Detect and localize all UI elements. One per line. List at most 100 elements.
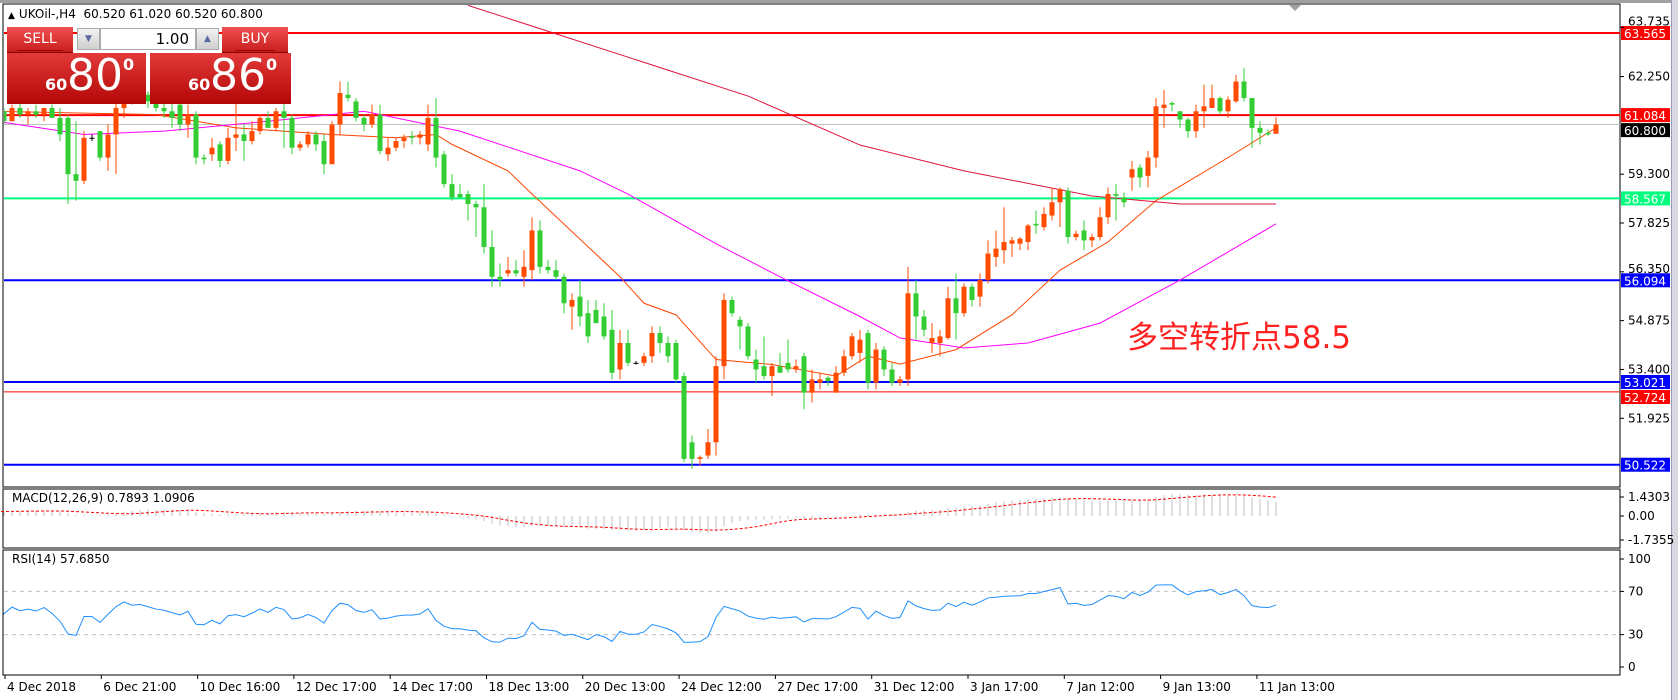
lot-decrease-arrow-icon[interactable]: ▼ bbox=[77, 28, 100, 50]
candle bbox=[201, 154, 207, 165]
x-tick-label: 11 Jan 13:00 bbox=[1259, 680, 1335, 694]
candle bbox=[145, 91, 151, 108]
chart-shift-marker-icon[interactable] bbox=[1289, 5, 1301, 11]
candle bbox=[1089, 233, 1095, 247]
candle bbox=[161, 101, 167, 118]
rsi-tick-label: 0 bbox=[1628, 660, 1636, 674]
candle-body bbox=[1161, 104, 1167, 108]
candle-body bbox=[153, 101, 159, 108]
candle-body bbox=[1233, 81, 1239, 102]
level-price-tag bbox=[1621, 26, 1670, 40]
candle-body bbox=[545, 266, 551, 271]
buy-label: BUY bbox=[234, 28, 276, 51]
candle-body bbox=[529, 230, 535, 271]
buy-price-main: 86 bbox=[210, 50, 266, 101]
level-price-label: 56.094 bbox=[1624, 274, 1666, 288]
candle bbox=[289, 114, 295, 155]
candle-body bbox=[553, 270, 559, 277]
candle-body bbox=[353, 101, 359, 118]
buy-price-button[interactable]: 60 86 0 bbox=[150, 50, 291, 104]
candle bbox=[473, 200, 479, 238]
candle bbox=[849, 333, 855, 360]
macd-label: MACD(12,26,9) 0.7893 1.0906 bbox=[12, 491, 195, 505]
candle bbox=[881, 346, 887, 377]
candle-body bbox=[1001, 242, 1007, 251]
candle bbox=[257, 114, 263, 135]
candle-body bbox=[625, 342, 631, 363]
candle bbox=[417, 131, 423, 145]
candle bbox=[601, 303, 607, 340]
lot-size-input[interactable]: 1.00 bbox=[100, 28, 196, 50]
candle-body bbox=[1137, 167, 1143, 178]
sell-price-button[interactable]: 60 80 0 bbox=[7, 50, 146, 104]
candle bbox=[569, 293, 575, 330]
y-tick-label: 63.735 bbox=[1628, 14, 1670, 28]
candle bbox=[913, 280, 919, 340]
candle-body bbox=[209, 147, 215, 155]
x-tick-label: 10 Dec 16:00 bbox=[200, 680, 281, 694]
candle-body bbox=[217, 144, 223, 161]
candle-body bbox=[713, 366, 719, 443]
candle bbox=[1169, 101, 1175, 112]
candle-body bbox=[769, 366, 775, 377]
chart-header: ▲ UKOil-,H4 60.520 61.020 60.520 60.800 bbox=[8, 7, 263, 21]
candle-body bbox=[321, 141, 327, 165]
candle bbox=[649, 326, 655, 363]
candle-body bbox=[1241, 81, 1247, 99]
candle-body bbox=[785, 362, 791, 370]
window-right-edge bbox=[1671, 0, 1678, 700]
candle bbox=[25, 107, 31, 125]
x-tick-label: 3 Jan 17:00 bbox=[970, 680, 1038, 694]
candle-body bbox=[329, 124, 335, 165]
candle-body bbox=[793, 366, 799, 370]
candle bbox=[33, 104, 39, 118]
candle bbox=[361, 114, 367, 132]
candle bbox=[905, 266, 911, 387]
rsi-tick-label: 30 bbox=[1628, 628, 1643, 642]
candle bbox=[977, 273, 983, 307]
lot-increase-arrow-icon[interactable]: ▲ bbox=[196, 28, 219, 50]
candle bbox=[673, 339, 679, 383]
candle-body bbox=[177, 104, 183, 125]
main-panel-frame bbox=[2, 3, 1621, 488]
candle bbox=[873, 342, 879, 390]
candle-body bbox=[73, 174, 79, 181]
candle-body bbox=[593, 309, 599, 324]
candle bbox=[929, 323, 935, 353]
candle-body bbox=[1097, 217, 1103, 238]
candle-body bbox=[809, 379, 815, 393]
candle-body bbox=[233, 134, 239, 138]
candle bbox=[985, 240, 991, 284]
candle bbox=[369, 104, 375, 128]
candle bbox=[4, 107, 7, 125]
candle-body bbox=[313, 134, 319, 145]
candle bbox=[1081, 220, 1087, 251]
candle-body bbox=[4, 111, 7, 122]
candle-body bbox=[193, 114, 199, 158]
candle bbox=[801, 352, 807, 410]
candle bbox=[609, 309, 615, 380]
candle-body bbox=[1217, 98, 1223, 112]
candle-body bbox=[929, 338, 935, 343]
chart-annotation-text[interactable]: 多空转折点58.5 bbox=[1127, 320, 1352, 356]
candle-body bbox=[577, 296, 583, 317]
symbol-timeframe: UKOil-,H4 bbox=[18, 7, 76, 21]
candle-body bbox=[985, 253, 991, 281]
candle-body bbox=[921, 316, 927, 330]
candle bbox=[713, 356, 719, 456]
candle-body bbox=[1113, 194, 1119, 196]
candle-body bbox=[945, 298, 951, 339]
sell-button[interactable]: SELL bbox=[7, 27, 73, 53]
candle-body bbox=[937, 336, 943, 343]
candle bbox=[401, 134, 407, 148]
rsi-line bbox=[3, 584, 1277, 643]
candle bbox=[225, 127, 231, 165]
y-tick-label: 54.875 bbox=[1628, 314, 1670, 328]
candle bbox=[729, 296, 735, 317]
candle-body bbox=[897, 379, 903, 383]
sell-price-pipette: 0 bbox=[123, 55, 135, 74]
candle bbox=[393, 137, 399, 152]
buy-button[interactable]: BUY bbox=[222, 27, 288, 53]
candle-body bbox=[41, 107, 47, 115]
